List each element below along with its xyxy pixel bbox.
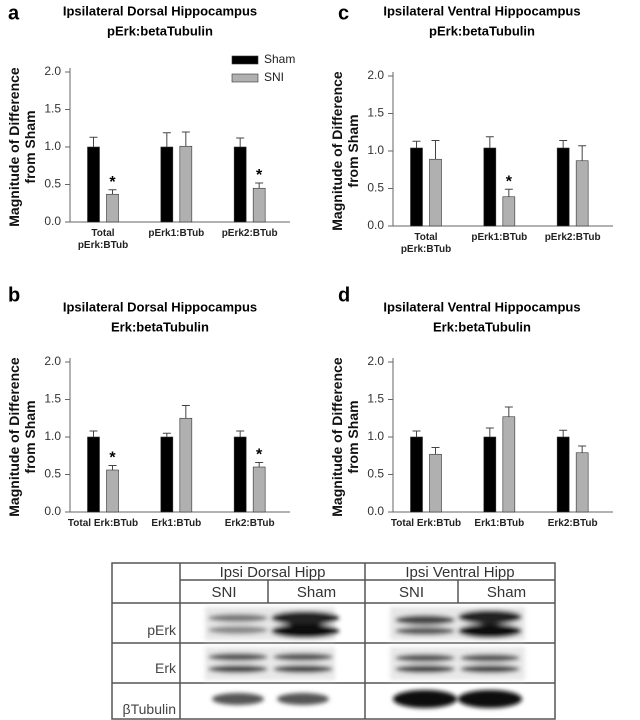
blot-group: Ipsi Dorsal Hipp xyxy=(219,564,326,581)
panel-letter: c xyxy=(338,2,349,24)
legend-label: SNI xyxy=(264,70,284,84)
y-tick-label: 0.0 xyxy=(44,214,61,228)
y-tick-label: 0.0 xyxy=(367,504,384,518)
significance-marker: * xyxy=(109,174,116,191)
blot-row-label: βTubulin xyxy=(122,701,176,717)
x-tick-label: Total pErk:BTub xyxy=(400,232,452,255)
significance-marker: * xyxy=(109,450,116,467)
blot-condition: Sham xyxy=(296,584,337,601)
bar xyxy=(179,145,193,223)
y-axis-label: Magnitude of Difference from Sham xyxy=(6,67,38,227)
chart-title: Ipsilateral Ventral Hippocampus xyxy=(383,299,580,314)
y-tick-label: 0.5 xyxy=(44,177,61,191)
blot-group: Ipsi Ventral Hipp xyxy=(405,564,515,581)
bar xyxy=(233,146,247,223)
panel-letter: d xyxy=(338,284,350,306)
x-tick-label: pErk2:BTub xyxy=(544,232,601,243)
significance-marker: * xyxy=(256,447,263,464)
y-tick-label: 1.0 xyxy=(367,143,384,157)
y-tick-label: 0.0 xyxy=(367,218,384,232)
chart-title: Ipsilateral Ventral Hippocampus xyxy=(383,3,580,18)
bar xyxy=(87,146,100,223)
y-tick-label: 2.0 xyxy=(44,64,61,78)
bar xyxy=(556,147,570,227)
bar xyxy=(160,436,174,513)
bar xyxy=(179,417,193,513)
x-tick-label: pErk2:BTub xyxy=(221,228,278,239)
bar xyxy=(252,466,266,513)
x-tick-label: Erk2:BTub xyxy=(547,518,598,529)
legend-swatch xyxy=(231,73,259,83)
y-tick-label: 2.0 xyxy=(44,354,61,368)
y-tick-label: 1.5 xyxy=(44,102,61,116)
x-tick-label: Erk1:BTub xyxy=(474,518,525,529)
blot-bands xyxy=(205,607,525,708)
bar xyxy=(483,147,497,227)
y-tick-label: 0.5 xyxy=(367,467,384,481)
y-tick-label: 2.0 xyxy=(367,68,384,82)
bar xyxy=(252,187,266,223)
chart-title: Ipsilateral Dorsal Hippocampus xyxy=(63,299,257,314)
y-tick-label: 1.0 xyxy=(44,139,61,153)
y-axis-label: Magnitude of Difference from Sham xyxy=(329,71,361,231)
y-axis-label: Magnitude of Difference from Sham xyxy=(6,357,38,517)
bar xyxy=(502,196,516,227)
chart-subtitle: pErk:betaTubulin xyxy=(429,23,535,38)
x-tick-label: Erk2:BTub xyxy=(224,518,275,529)
bar xyxy=(556,436,570,513)
bar xyxy=(87,436,100,513)
x-tick-label: Total Erk:BTub xyxy=(67,518,139,529)
y-tick-label: 1.5 xyxy=(367,106,384,120)
blot-condition: SNI xyxy=(398,584,424,601)
y-tick-label: 1.0 xyxy=(44,429,61,443)
bar xyxy=(106,469,119,513)
x-tick-label: Erk1:BTub xyxy=(151,518,202,529)
blot-condition: Sham xyxy=(486,584,527,601)
bar xyxy=(160,146,174,223)
x-tick-label: pErk1:BTub xyxy=(471,232,528,243)
y-tick-label: 1.5 xyxy=(367,392,384,406)
bar xyxy=(483,436,497,513)
bar xyxy=(502,416,516,513)
bar xyxy=(575,160,589,227)
y-tick-label: 1.0 xyxy=(367,429,384,443)
bar xyxy=(575,452,589,513)
blot-row-label: pErk xyxy=(147,622,176,638)
bar xyxy=(233,436,247,513)
chart-title: Ipsilateral Dorsal Hippocampus xyxy=(63,3,257,18)
blot-condition: SNI xyxy=(211,584,237,601)
y-tick-label: 0.5 xyxy=(44,467,61,481)
y-tick-label: 0.5 xyxy=(367,181,384,195)
legend-swatch xyxy=(231,55,259,65)
panel-letter: a xyxy=(8,2,20,24)
bar xyxy=(429,158,442,227)
chart-subtitle: pErk:betaTubulin xyxy=(107,23,213,38)
x-tick-label: Total Erk:BTub xyxy=(390,518,462,529)
significance-marker: * xyxy=(506,173,513,190)
blot-row-label: Erk xyxy=(155,660,176,676)
bar xyxy=(410,436,423,513)
bar xyxy=(429,453,442,513)
significance-marker: * xyxy=(256,167,263,184)
y-tick-label: 2.0 xyxy=(367,354,384,368)
y-tick-label: 1.5 xyxy=(44,392,61,406)
bar xyxy=(106,193,119,223)
x-tick-label: pErk1:BTub xyxy=(148,228,205,239)
blot-grid xyxy=(111,562,556,720)
y-axis-label: Magnitude of Difference from Sham xyxy=(329,357,361,517)
bar xyxy=(410,147,423,227)
chart-subtitle: Erk:betaTubulin xyxy=(111,319,209,334)
panel-letter: b xyxy=(8,284,20,306)
x-tick-label: Total pErk:BTub xyxy=(77,228,129,251)
y-tick-label: 0.0 xyxy=(44,504,61,518)
chart-subtitle: Erk:betaTubulin xyxy=(433,319,531,334)
legend-label: Sham xyxy=(264,52,295,66)
